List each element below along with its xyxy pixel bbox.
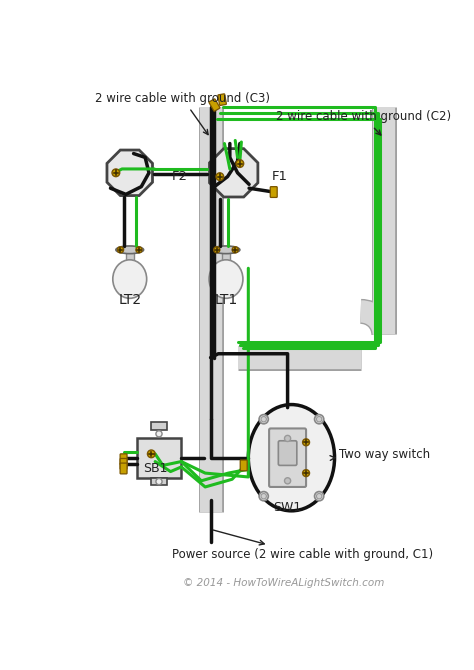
Polygon shape xyxy=(107,150,153,196)
Ellipse shape xyxy=(116,246,144,254)
Text: F2: F2 xyxy=(172,170,188,183)
Ellipse shape xyxy=(113,260,146,298)
Ellipse shape xyxy=(248,405,335,511)
Circle shape xyxy=(214,247,220,253)
Circle shape xyxy=(232,247,238,253)
FancyBboxPatch shape xyxy=(278,441,297,466)
Circle shape xyxy=(317,417,322,422)
Bar xyxy=(151,422,167,430)
Bar xyxy=(137,438,182,478)
Circle shape xyxy=(261,417,266,422)
Circle shape xyxy=(156,431,162,437)
Circle shape xyxy=(261,494,266,499)
Circle shape xyxy=(156,478,162,484)
Text: Two way switch: Two way switch xyxy=(330,448,430,461)
Circle shape xyxy=(302,439,310,446)
Text: Power source (2 wire cable with ground, C1): Power source (2 wire cable with ground, … xyxy=(172,530,433,561)
Text: SW1: SW1 xyxy=(273,501,302,515)
FancyBboxPatch shape xyxy=(218,94,227,105)
Circle shape xyxy=(147,450,155,458)
Circle shape xyxy=(259,415,268,424)
FancyBboxPatch shape xyxy=(269,428,306,487)
Text: 2 wire cable with ground (C2): 2 wire cable with ground (C2) xyxy=(276,111,451,135)
Circle shape xyxy=(317,494,322,499)
Bar xyxy=(222,251,230,262)
FancyBboxPatch shape xyxy=(240,460,247,471)
Bar xyxy=(151,478,167,486)
Circle shape xyxy=(284,478,291,484)
Text: SB1: SB1 xyxy=(143,462,167,475)
Circle shape xyxy=(112,169,120,177)
Circle shape xyxy=(315,415,324,424)
Ellipse shape xyxy=(212,246,240,254)
Circle shape xyxy=(302,470,310,476)
Text: LT1: LT1 xyxy=(214,293,237,307)
Circle shape xyxy=(216,173,224,180)
Circle shape xyxy=(118,247,124,253)
Text: © 2014 - HowToWireALightSwitch.com: © 2014 - HowToWireALightSwitch.com xyxy=(183,578,384,588)
FancyBboxPatch shape xyxy=(120,463,127,474)
Circle shape xyxy=(136,247,142,253)
Ellipse shape xyxy=(209,260,243,298)
Circle shape xyxy=(284,436,291,442)
FancyBboxPatch shape xyxy=(270,187,277,198)
Text: F1: F1 xyxy=(272,170,288,183)
Text: LT2: LT2 xyxy=(118,293,141,307)
Circle shape xyxy=(259,492,268,500)
Polygon shape xyxy=(210,149,258,197)
FancyBboxPatch shape xyxy=(120,458,127,469)
Circle shape xyxy=(315,492,324,500)
FancyBboxPatch shape xyxy=(209,99,220,111)
FancyBboxPatch shape xyxy=(120,454,127,464)
Circle shape xyxy=(236,159,244,168)
Bar xyxy=(126,251,134,262)
Text: 2 wire cable with ground (C3): 2 wire cable with ground (C3) xyxy=(95,92,270,135)
